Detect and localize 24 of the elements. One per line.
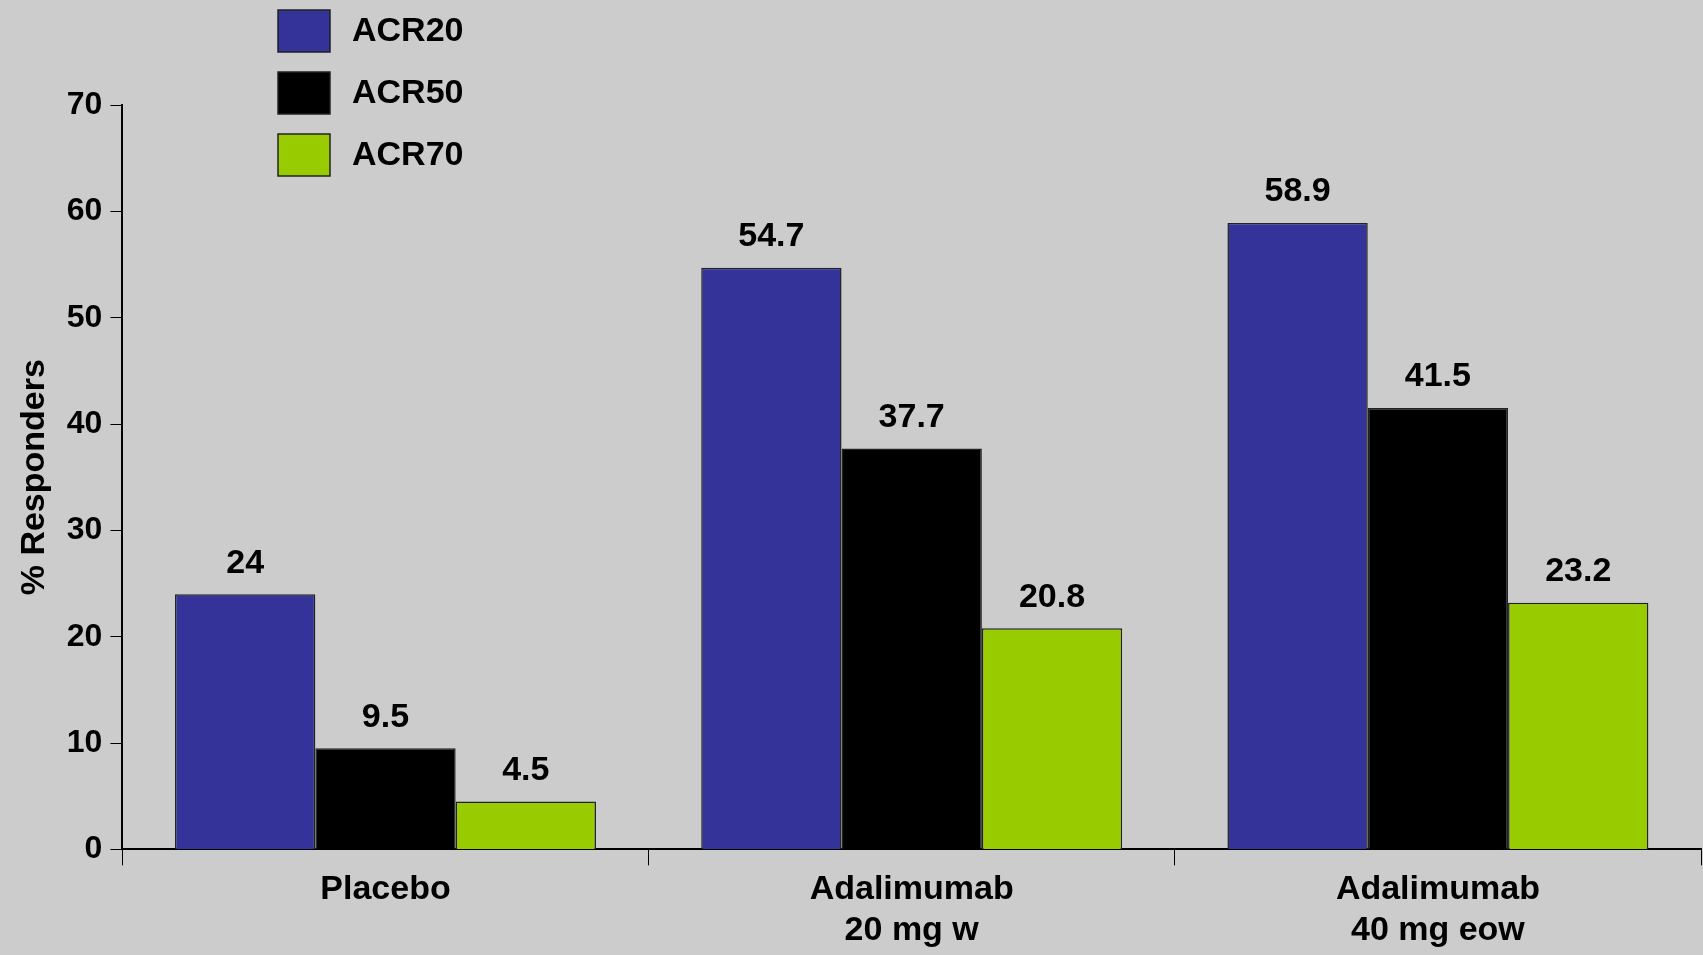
data-label: 58.9 xyxy=(1264,170,1331,209)
legend-label: ACR20 xyxy=(352,10,464,49)
legend-label: ACR70 xyxy=(352,134,464,173)
y-tick-label: 10 xyxy=(66,722,103,759)
data-label: 4.5 xyxy=(502,748,550,787)
x-tick-label: Placebo xyxy=(320,868,451,907)
legend-label: ACR50 xyxy=(352,72,464,111)
data-label: 23.2 xyxy=(1545,550,1612,589)
y-tick-label: 60 xyxy=(66,191,103,228)
data-label: 20.8 xyxy=(1018,575,1086,614)
y-tick-label: 40 xyxy=(66,403,103,440)
y-tick-label: 70 xyxy=(66,84,103,121)
x-tick-label: Adalimumab 20 mg w xyxy=(809,868,1014,947)
y-tick-label: 30 xyxy=(66,510,103,547)
y-tick-label: 50 xyxy=(66,297,103,334)
data-label: 37.7 xyxy=(878,395,945,434)
y-tick-label: 20 xyxy=(66,616,103,653)
data-label: 9.5 xyxy=(361,695,410,734)
y-tick-label: 0 xyxy=(84,829,103,866)
y-axis-title: % Responders xyxy=(12,359,51,596)
data-label: 54.7 xyxy=(738,215,805,254)
data-label: 41.5 xyxy=(1404,355,1471,394)
x-tick-label: Adalimumab 40 mg eow xyxy=(1335,868,1540,947)
data-label: 24 xyxy=(226,541,265,580)
